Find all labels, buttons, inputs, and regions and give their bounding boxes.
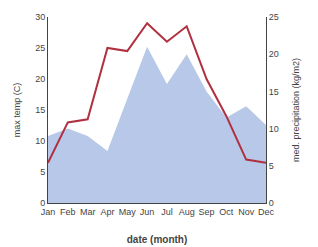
svg-text:Dec: Dec bbox=[258, 207, 275, 217]
svg-text:med. precipitation (kg/m2): med. precipitation (kg/m2) bbox=[291, 58, 301, 162]
svg-text:Jul: Jul bbox=[161, 207, 173, 217]
svg-text:Feb: Feb bbox=[60, 207, 76, 217]
svg-text:0: 0 bbox=[269, 198, 274, 208]
svg-text:5: 5 bbox=[269, 161, 274, 171]
svg-text:20: 20 bbox=[35, 74, 45, 84]
svg-text:10: 10 bbox=[35, 136, 45, 146]
svg-text:Mar: Mar bbox=[80, 207, 96, 217]
svg-text:10: 10 bbox=[269, 124, 279, 134]
svg-text:15: 15 bbox=[269, 87, 279, 97]
svg-text:Nov: Nov bbox=[238, 207, 255, 217]
svg-text:25: 25 bbox=[35, 43, 45, 53]
svg-text:30: 30 bbox=[35, 12, 45, 22]
svg-text:May: May bbox=[119, 207, 137, 217]
svg-text:date (month): date (month) bbox=[127, 234, 188, 245]
svg-text:Oct: Oct bbox=[219, 207, 234, 217]
svg-text:Apr: Apr bbox=[100, 207, 114, 217]
svg-text:5: 5 bbox=[40, 167, 45, 177]
svg-text:Jun: Jun bbox=[140, 207, 155, 217]
svg-text:Jan: Jan bbox=[41, 207, 56, 217]
svg-text:0: 0 bbox=[40, 198, 45, 208]
svg-text:Sep: Sep bbox=[199, 207, 215, 217]
svg-text:25: 25 bbox=[269, 12, 279, 22]
svg-text:Aug: Aug bbox=[179, 207, 195, 217]
svg-text:max temp (C): max temp (C) bbox=[12, 83, 22, 138]
svg-text:15: 15 bbox=[35, 105, 45, 115]
svg-text:20: 20 bbox=[269, 49, 279, 59]
